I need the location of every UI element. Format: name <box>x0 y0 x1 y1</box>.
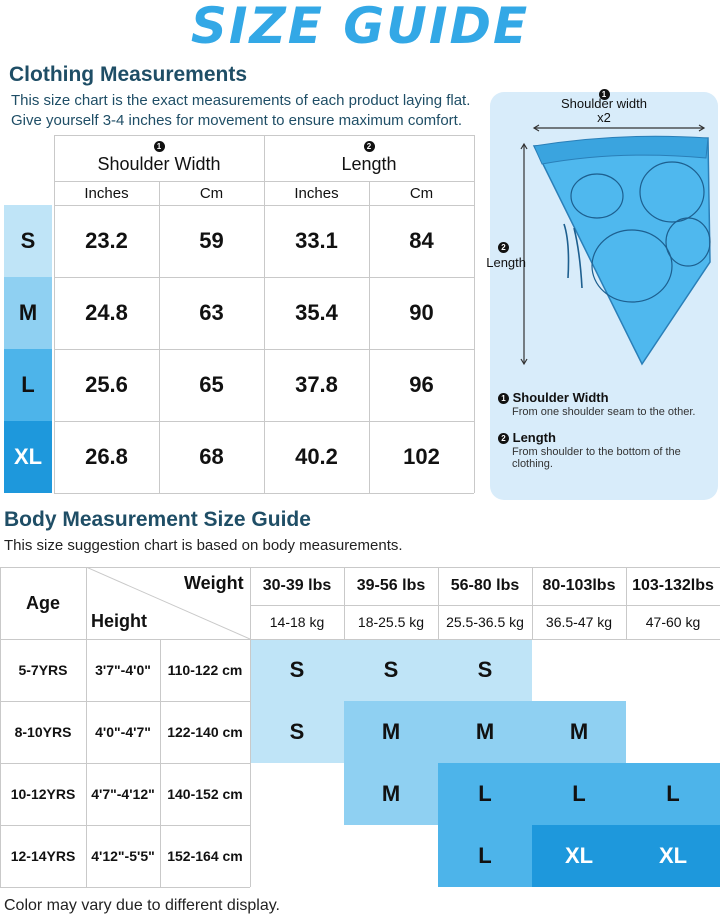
length-header: 2 Length <box>264 135 474 181</box>
number-two-icon: 2 <box>363 141 375 152</box>
weight-kg-2: 18-25.5 kg <box>357 614 425 630</box>
size-cell: L <box>478 781 492 806</box>
l-length-cm: 96 <box>409 372 434 397</box>
height-ft-row-2: 4'0"-4'7" <box>95 724 151 740</box>
garment-illustration <box>520 124 711 366</box>
size-l-chip: L <box>4 349 52 421</box>
m-shoulder-in: 24.8 <box>85 300 128 325</box>
l-shoulder-cm: 65 <box>199 372 224 397</box>
weight-header: Weight <box>184 573 244 593</box>
height-cm-row-1: 110-122 cm <box>167 662 243 678</box>
age-row-4: 12-14YRS <box>10 848 76 864</box>
l-length-in: 37.8 <box>295 372 338 397</box>
size-cell: S <box>477 657 493 682</box>
footer-note: Color may vary due to different display. <box>4 897 280 914</box>
number-one-icon: 1 <box>598 89 610 101</box>
size-cell: XL <box>564 843 594 868</box>
height-ft-row-3: 4'7"-4'12" <box>91 786 155 802</box>
xl-length-cm: 102 <box>403 444 440 469</box>
unit-cm: Cm <box>409 184 434 202</box>
weight-lbs-2: 39-56 lbs <box>356 577 426 594</box>
s-length-cm: 84 <box>409 228 434 253</box>
s-shoulder-cm: 59 <box>199 228 224 253</box>
age-header: Age <box>25 592 60 613</box>
weight-lbs-3: 56-80 lbs <box>450 577 520 594</box>
xl-shoulder-cm: 68 <box>199 444 224 469</box>
body-size-table: Age Weight Height 30-39 lbs 39-56 lbs 56… <box>0 567 720 888</box>
size-xl-chip: XL <box>4 421 52 493</box>
age-row-2: 8-10YRS <box>14 724 72 740</box>
size-cell: M <box>381 719 401 744</box>
size-cell: S <box>289 657 305 682</box>
legend-length-desc: From shoulder to the bottom of the cloth… <box>512 446 681 470</box>
weight-kg-4: 36.5-47 kg <box>545 614 613 630</box>
clothing-desc-2: Give yourself 3-4 inches for movement to… <box>11 112 462 129</box>
weight-kg-5: 47-60 kg <box>645 614 701 630</box>
legend-length-title: Length <box>512 430 556 445</box>
height-ft-row-1: 3'7"-4'0" <box>95 662 151 678</box>
weight-kg-3: 25.5-36.5 kg <box>446 614 524 630</box>
legend-shoulder-desc: From one shoulder seam to the other. <box>512 406 696 418</box>
size-cell: L <box>572 781 586 806</box>
length-caption: Length <box>486 255 526 270</box>
measurement-diagram: 1 Shoulder width x2 2 Length 1 Shoulder … <box>486 89 718 500</box>
shoulder-width-caption: Shoulder width <box>561 96 647 111</box>
weight-lbs-1: 30-39 lbs <box>262 577 332 594</box>
clothing-heading: Clothing Measurements <box>9 63 248 86</box>
size-cell: S <box>383 657 399 682</box>
number-one-icon: 1 <box>498 393 509 405</box>
length-label: Length <box>341 154 397 174</box>
size-cell: L <box>666 781 680 806</box>
unit-cm: Cm <box>199 184 224 202</box>
legend-shoulder-title: Shoulder Width <box>512 390 609 405</box>
age-row-3: 10-12YRS <box>10 786 76 802</box>
shoulder-multiplier: x2 <box>597 110 611 125</box>
height-header: Height <box>91 611 147 631</box>
size-cell: M <box>569 719 589 744</box>
m-shoulder-cm: 63 <box>199 300 224 325</box>
height-cm-row-4: 152-164 cm <box>167 848 243 864</box>
m-length-in: 35.4 <box>295 300 338 325</box>
unit-inches: Inches <box>294 184 339 202</box>
unit-inches: Inches <box>84 184 129 202</box>
shoulder-width-header: 1 Shoulder Width <box>54 135 264 181</box>
s-shoulder-in: 23.2 <box>85 228 128 253</box>
number-two-icon: 2 <box>498 242 509 254</box>
size-cell: M <box>381 781 401 806</box>
body-desc: This size suggestion chart is based on b… <box>4 537 403 554</box>
clothing-table: 1 Shoulder Width 2 Length Inches Cm Inch… <box>0 135 480 500</box>
xl-shoulder-in: 26.8 <box>85 444 128 469</box>
legend-shoulder: 1 Shoulder Width <box>498 390 609 405</box>
clothing-desc-1: This size chart is the exact measurement… <box>11 92 471 109</box>
size-cell: M <box>475 719 495 744</box>
height-ft-row-4: 4'12"-5'5" <box>91 848 155 864</box>
weight-lbs-5: 103-132lbs <box>632 577 714 594</box>
height-cm-row-2: 122-140 cm <box>167 724 243 740</box>
number-one-icon: 1 <box>153 141 165 152</box>
legend-length: 2 Length <box>498 430 556 445</box>
size-cell: L <box>478 843 492 868</box>
xl-length-in: 40.2 <box>295 444 338 469</box>
body-heading: Body Measurement Size Guide <box>4 508 311 531</box>
weight-kg-1: 14-18 kg <box>269 614 325 630</box>
m-length-cm: 90 <box>409 300 434 325</box>
size-m-chip: M <box>4 277 52 349</box>
age-row-1: 5-7YRS <box>18 662 68 678</box>
s-length-in: 33.1 <box>295 228 338 253</box>
height-cm-row-3: 140-152 cm <box>167 786 243 802</box>
page-title: SIZE GUIDE <box>190 0 530 55</box>
size-cell: S <box>289 719 305 744</box>
number-two-icon: 2 <box>498 433 509 445</box>
size-s-chip: S <box>4 205 52 277</box>
size-cell: XL <box>658 843 688 868</box>
shoulder-width-label: Shoulder Width <box>97 154 221 174</box>
l-shoulder-in: 25.6 <box>85 372 128 397</box>
weight-lbs-4: 80-103lbs <box>542 577 616 594</box>
